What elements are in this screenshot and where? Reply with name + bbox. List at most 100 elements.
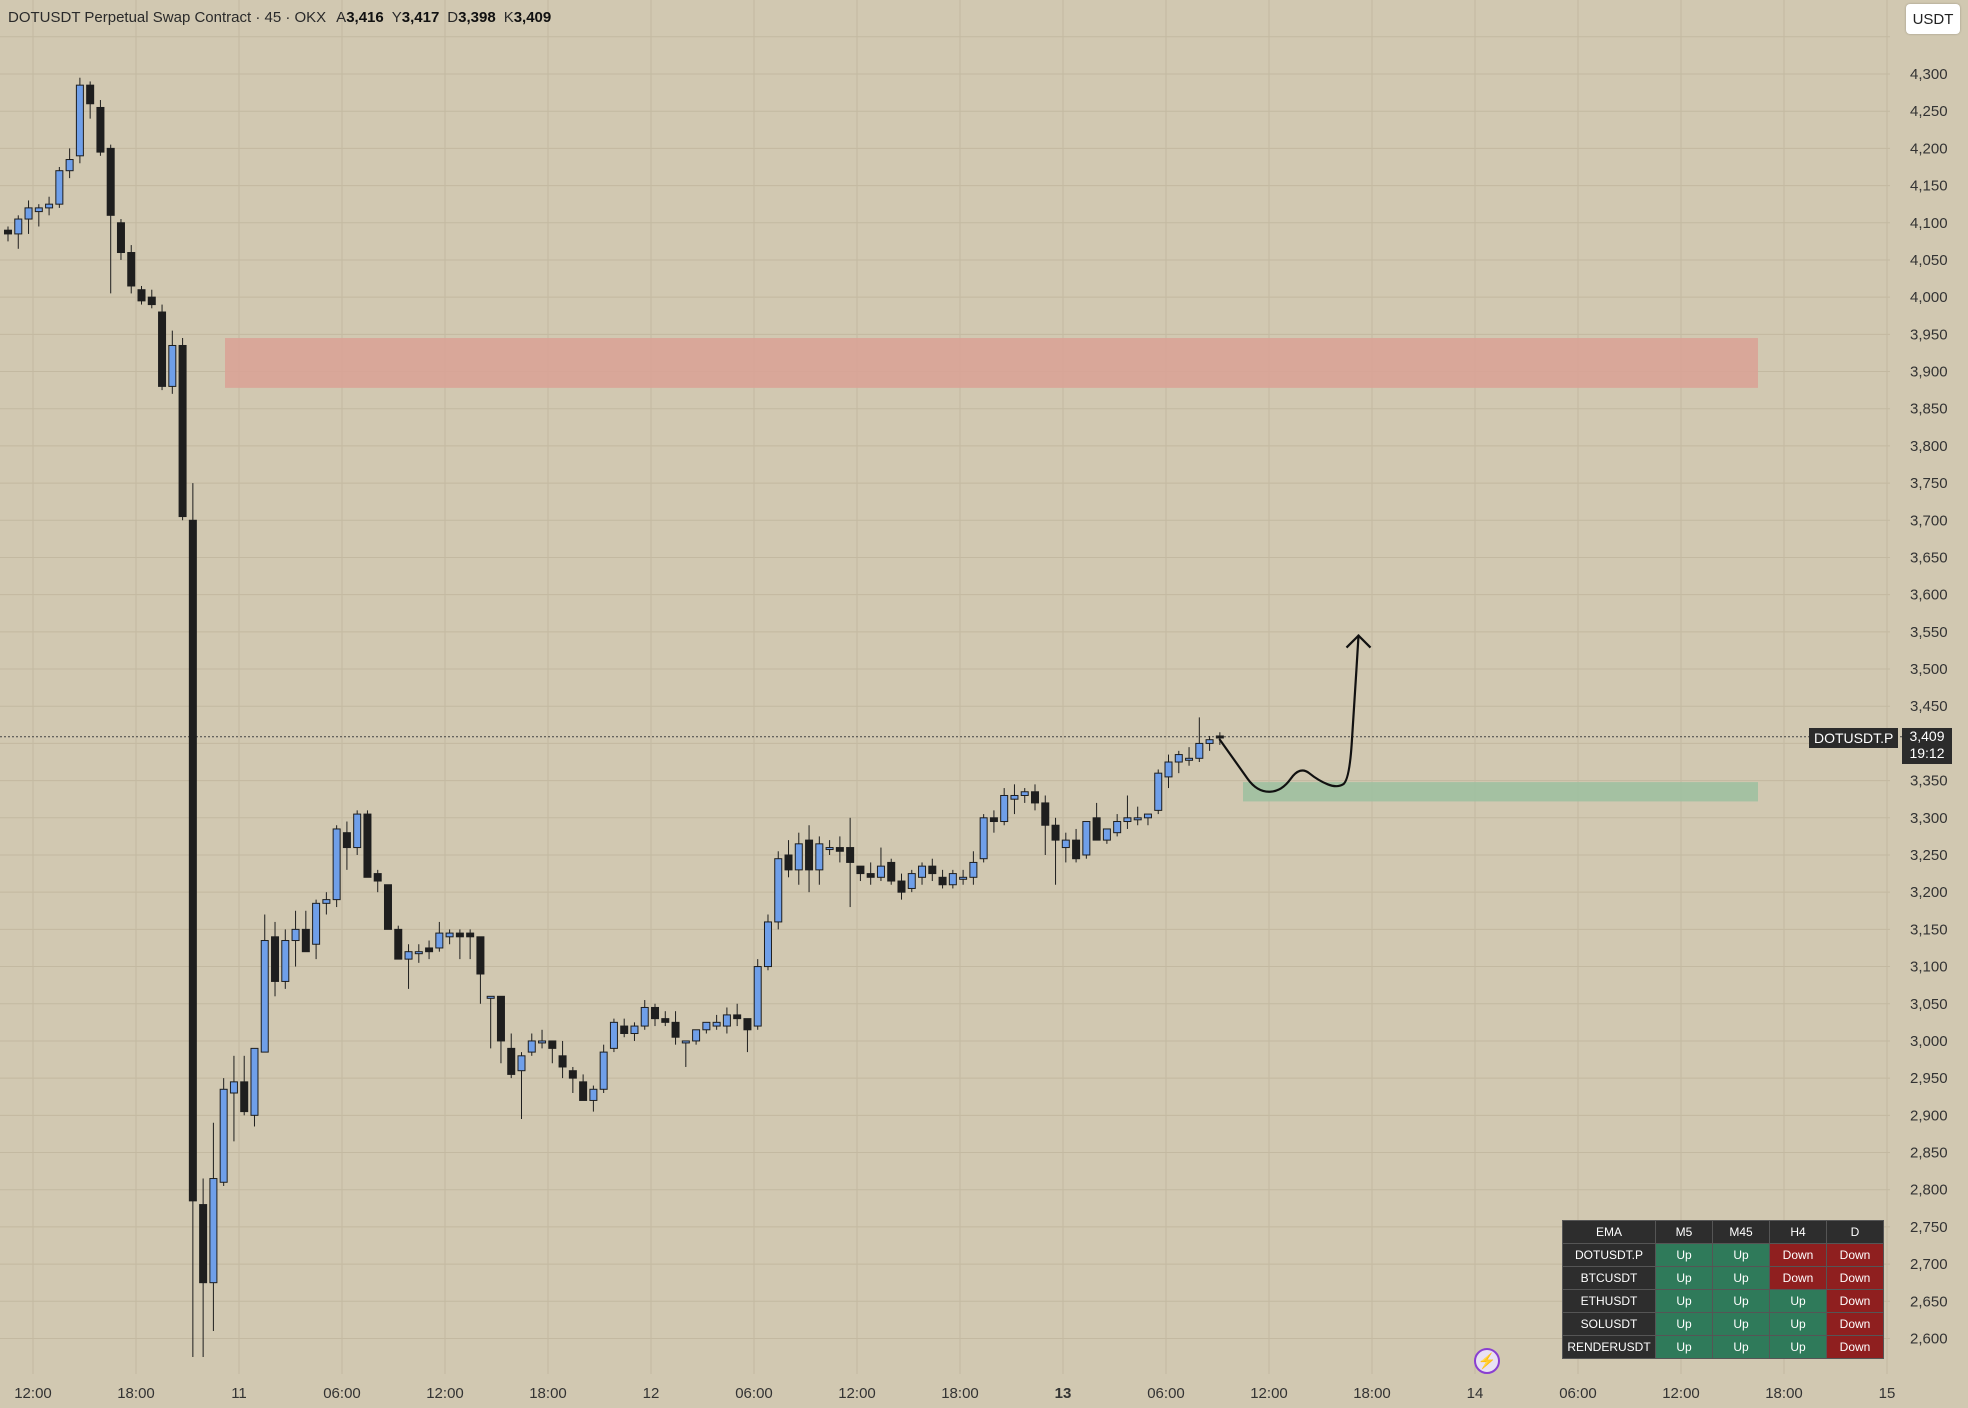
y-axis-label: 2,600 <box>1910 1330 1948 1347</box>
y-axis-label: 3,600 <box>1910 587 1948 604</box>
support-zone <box>1243 782 1758 802</box>
candle-body <box>14 218 23 235</box>
ema-status-cell: Up <box>1712 1243 1770 1267</box>
candle-body <box>209 1178 218 1284</box>
candle-body <box>548 1040 557 1049</box>
candle-body <box>671 1021 680 1038</box>
x-axis-label: 06:00 <box>1559 1385 1597 1402</box>
candle-body <box>301 928 310 953</box>
candle-body <box>846 847 855 863</box>
candle-body <box>1010 794 1019 800</box>
projection-path <box>1218 634 1360 793</box>
candle-body <box>322 899 331 904</box>
ema-header: M5 <box>1655 1220 1713 1244</box>
y-axis-label: 3,050 <box>1910 996 1948 1013</box>
y-axis-label: 3,450 <box>1910 698 1948 715</box>
ema-row: BTCUSDT Up Up Down Down <box>1562 1266 1884 1290</box>
ema-symbol: BTCUSDT <box>1562 1266 1656 1290</box>
candle-body <box>394 928 403 960</box>
ema-status-cell: Up <box>1712 1289 1770 1313</box>
candle-body <box>1000 794 1009 823</box>
x-axis-label: 18:00 <box>941 1385 979 1402</box>
candle-body <box>404 951 413 960</box>
ema-header: H4 <box>1769 1220 1827 1244</box>
candle-body <box>137 289 146 302</box>
candle-body <box>609 1021 618 1049</box>
ema-status-cell: Down <box>1826 1289 1884 1313</box>
candle-body <box>743 1018 752 1031</box>
candle-body <box>805 839 814 871</box>
candle-body <box>1092 817 1101 841</box>
ema-status-cell: Down <box>1826 1312 1884 1336</box>
x-axis-label: 12:00 <box>838 1385 876 1402</box>
candle-body <box>1061 839 1070 849</box>
ohlc-low-value: 3,398 <box>458 9 496 26</box>
candle-body <box>158 311 167 387</box>
y-axis-label: 3,250 <box>1910 847 1948 864</box>
candle-body <box>476 936 485 975</box>
ohlc-high-label: Y <box>391 9 402 26</box>
candle-body <box>702 1021 711 1031</box>
candle-body <box>866 873 875 878</box>
candle-body <box>281 940 290 982</box>
y-axis-label: 2,900 <box>1910 1107 1948 1124</box>
y-axis-label: 3,100 <box>1910 959 1948 976</box>
candle-body <box>918 865 927 878</box>
candle-body <box>199 1204 208 1284</box>
candle-body <box>147 296 156 306</box>
symbol-price-tag: DOTUSDT.P <box>1809 728 1899 748</box>
candle-body <box>106 147 115 216</box>
candle-body <box>692 1029 701 1042</box>
ohlc-close-label: K <box>503 9 514 26</box>
candle-body <box>188 519 197 1202</box>
candle-body <box>332 828 341 901</box>
lightning-icon[interactable]: ⚡ <box>1474 1348 1500 1374</box>
ema-status-cell: Up <box>1712 1312 1770 1336</box>
candle-body <box>65 159 74 172</box>
y-axis-label: 4,150 <box>1910 178 1948 195</box>
y-axis-label: 3,650 <box>1910 549 1948 566</box>
candle-body <box>445 932 454 938</box>
y-axis-label: 4,200 <box>1910 140 1948 157</box>
candle-body <box>897 880 906 893</box>
candle-body <box>1020 791 1029 796</box>
candle-body <box>753 966 762 1027</box>
candle-body <box>876 865 885 878</box>
x-axis-label: 12:00 <box>14 1385 52 1402</box>
resistance-zone <box>225 338 1758 388</box>
candle-body <box>651 1006 660 1020</box>
candle-body <box>979 817 988 860</box>
ohlc-high-value: 3,417 <box>401 9 440 26</box>
ema-status-cell: Up <box>1655 1312 1713 1336</box>
y-axis-label: 3,700 <box>1910 512 1948 529</box>
candle-body <box>55 170 64 205</box>
candle-body <box>989 817 998 823</box>
candle-body <box>116 222 125 254</box>
ema-symbol: SOLUSDT <box>1562 1312 1656 1336</box>
candle-body <box>1051 824 1060 841</box>
x-axis-label: 11 <box>231 1385 247 1402</box>
candle-body <box>959 876 968 880</box>
ema-status-cell: Up <box>1655 1266 1713 1290</box>
ema-header: M45 <box>1712 1220 1770 1244</box>
y-axis-label: 2,800 <box>1910 1182 1948 1199</box>
x-axis-label: 13 <box>1055 1385 1072 1402</box>
candle-body <box>342 832 351 849</box>
ema-status-cell: Up <box>1712 1266 1770 1290</box>
candle-body <box>825 847 834 851</box>
candle-body <box>466 932 475 938</box>
ema-header: EMA <box>1562 1220 1656 1244</box>
candle-body <box>507 1047 516 1075</box>
candle-body <box>312 902 321 945</box>
last-price-tag: 3,409 19:12 <box>1902 728 1952 764</box>
x-axis-label: 12 <box>643 1385 660 1402</box>
ema-status-cell: Down <box>1769 1266 1827 1290</box>
y-axis-label: 2,950 <box>1910 1070 1948 1087</box>
candle-body <box>455 932 464 938</box>
ema-status-cell: Up <box>1769 1335 1827 1359</box>
y-axis-label: 4,300 <box>1910 66 1948 83</box>
ema-status-table: EMA M5 M45 H4 D DOTUSDT.P Up Up Down Down BTC… <box>1562 1220 1884 1359</box>
currency-button[interactable]: USDT <box>1906 4 1960 34</box>
candle-body <box>856 865 865 875</box>
